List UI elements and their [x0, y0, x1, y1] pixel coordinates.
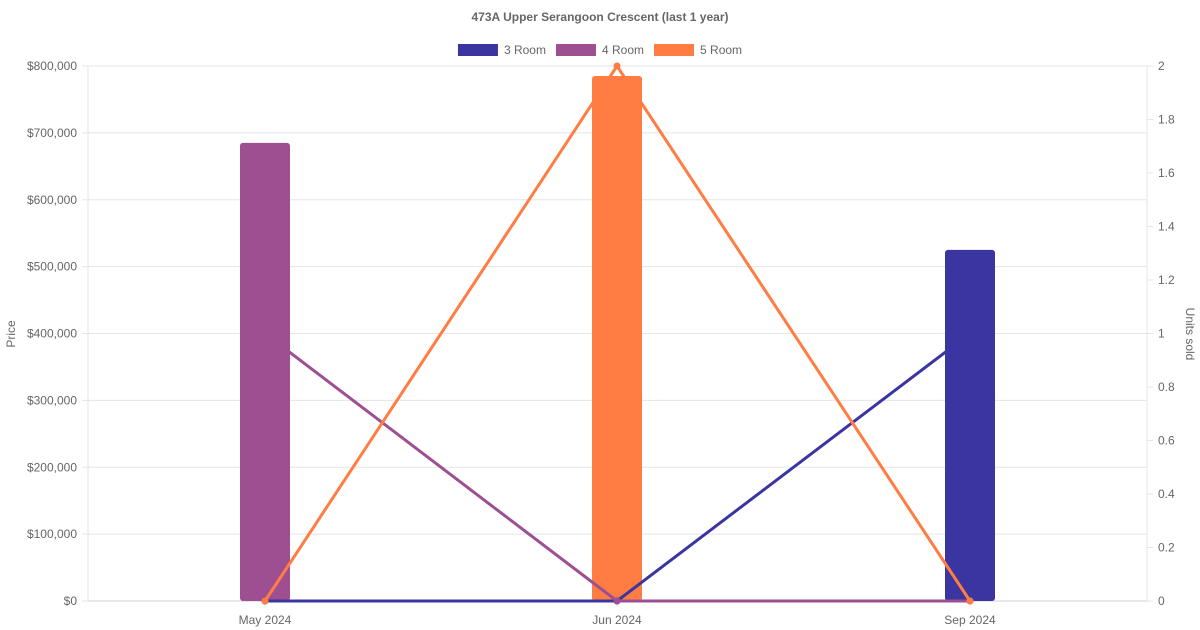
- y-right-tick-label: 1.4: [1158, 220, 1175, 234]
- point-5-room-units: [966, 597, 974, 605]
- legend-swatch-3-room: [457, 44, 498, 56]
- y-right-tick-label: 0.2: [1158, 541, 1175, 555]
- legend-label-5-room: 5 Room: [700, 43, 742, 57]
- y-right-tick-label: 1: [1158, 327, 1165, 341]
- y-right-tick-label: 0.8: [1158, 380, 1175, 394]
- point-5-room-units: [261, 597, 269, 605]
- x-tick-label: Sep 2024: [944, 613, 996, 627]
- y-right-tick-label: 0.4: [1158, 487, 1175, 501]
- bar-5-room-price: [592, 76, 642, 601]
- y-right-tick-label: 1.8: [1158, 113, 1175, 127]
- y-left-tick-label: $500,000: [27, 260, 77, 274]
- y-right-tick-label: 1.2: [1158, 273, 1175, 287]
- legend-label-3-room: 3 Room: [504, 43, 546, 57]
- legend-swatch-5-room: [654, 44, 695, 56]
- y-left-tick-label: $400,000: [27, 327, 77, 341]
- point-4-room-units: [613, 597, 621, 605]
- legend: 3 Room 4 Room 5 Room: [457, 43, 742, 57]
- legend-swatch-4-room: [555, 44, 596, 56]
- y-left-tick-label: $600,000: [27, 193, 77, 207]
- axis-layer: $0 $100,000 $200,000 $300,000 $400,000 $500,0…: [27, 59, 1175, 627]
- y-left-tick-label: $300,000: [27, 393, 77, 407]
- y-left-tick-label: $800,000: [27, 59, 77, 73]
- bar-4-room-price: [240, 142, 290, 601]
- bar-3-room-price: [945, 249, 995, 601]
- x-tick-label: Jun 2024: [592, 613, 642, 627]
- chart-title: 473A Upper Serangoon Crescent (last 1 ye…: [472, 10, 729, 24]
- bar-layer: [240, 76, 995, 601]
- y-right-tick-label: 1.6: [1158, 166, 1175, 180]
- point-3-room-units: [966, 330, 974, 337]
- y-right-tick-label: 0.6: [1158, 434, 1175, 448]
- point-5-room-units: [613, 62, 621, 70]
- y-left-tick-label: $700,000: [27, 126, 77, 140]
- y-right-tick-label: 2: [1158, 59, 1165, 73]
- y-left-tick-label: $0: [64, 594, 78, 608]
- y-left-tick-label: $100,000: [27, 527, 77, 541]
- y-right-tick-label: 0: [1158, 594, 1165, 608]
- line-layer: [261, 62, 974, 605]
- y-axis-right-title: Units sold: [1183, 308, 1197, 361]
- y-axis-left-title: Price: [4, 320, 18, 348]
- point-4-room-units: [261, 330, 269, 337]
- x-tick-label: May 2024: [239, 613, 292, 627]
- y-left-tick-label: $200,000: [27, 460, 77, 474]
- legend-label-4-room: 4 Room: [602, 43, 644, 57]
